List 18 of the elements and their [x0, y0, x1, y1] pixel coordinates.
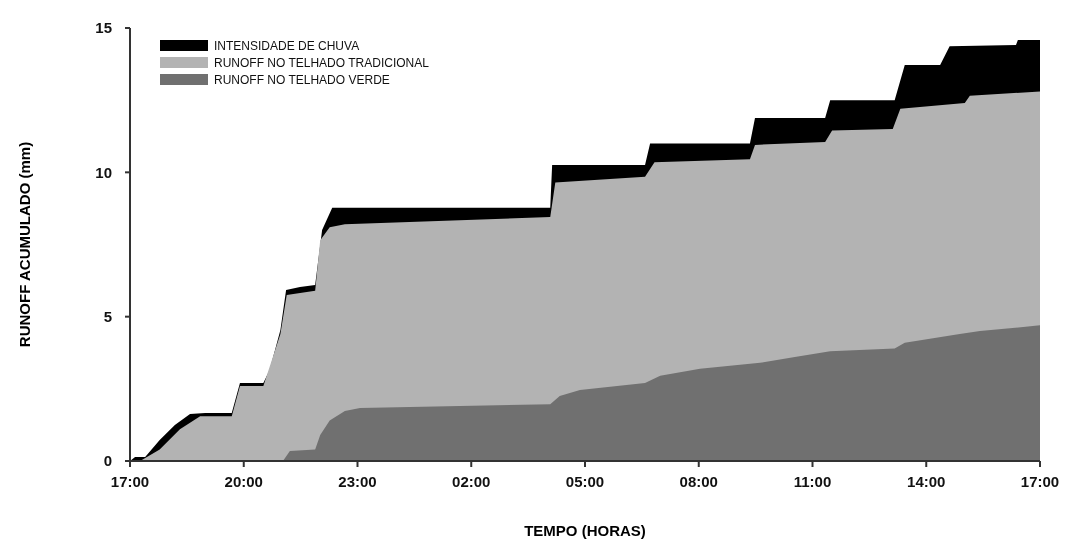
x-tick-label: 14:00: [907, 473, 946, 490]
x-tick-label: 20:00: [224, 473, 263, 490]
y-tick-label: 5: [103, 307, 112, 325]
x-tick-label: 11:00: [793, 473, 832, 490]
x-tick-label: 02:00: [452, 473, 491, 490]
y-axis-title: RUNOFF ACUMULADO (mm): [16, 141, 33, 348]
y-tick-label: 10: [95, 163, 112, 181]
x-tick-label: 17:00: [1020, 473, 1060, 490]
y-tick-label: 15: [95, 19, 112, 37]
x-tick-label: 17:00: [110, 473, 150, 490]
x-axis-title: TEMPO (HORAS): [524, 522, 646, 539]
y-tick-label: 0: [103, 452, 112, 470]
x-tick-label: 23:00: [338, 473, 377, 490]
x-tick-label: 08:00: [679, 473, 718, 490]
legend-label: INTENSIDADE DE CHUVA: [214, 39, 360, 53]
legend-label: RUNOFF NO TELHADO TRADICIONAL: [214, 56, 430, 70]
legend-label: RUNOFF NO TELHADO VERDE: [214, 73, 390, 87]
x-tick-label: 05:00: [565, 473, 605, 490]
